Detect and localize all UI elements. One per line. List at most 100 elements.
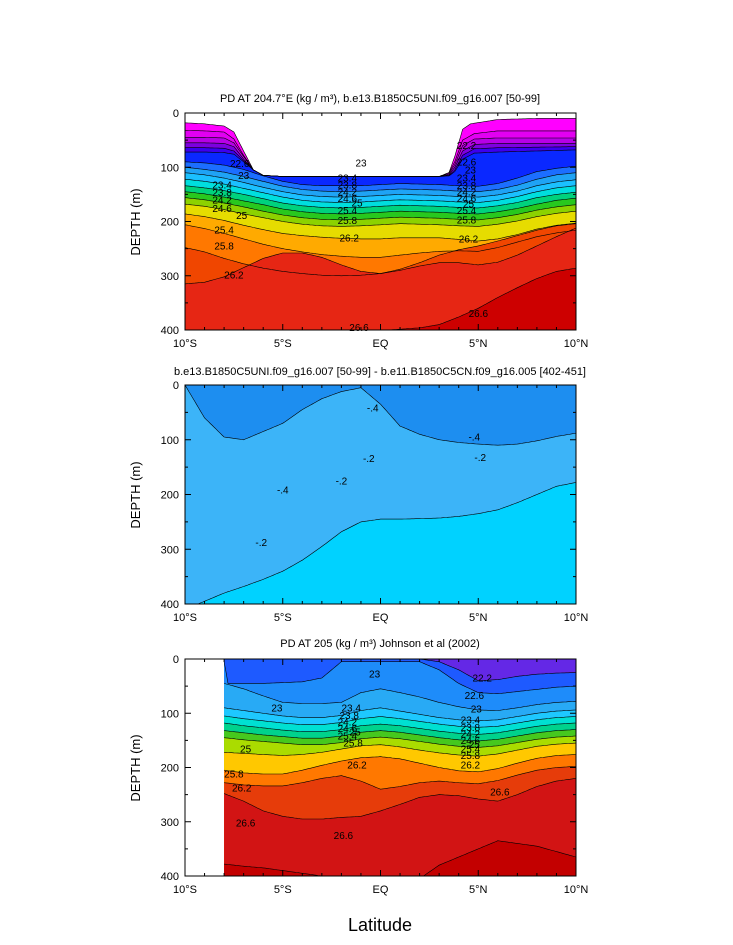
x-axis-label: Latitude — [348, 915, 412, 935]
contour-label: 26.2 — [459, 234, 479, 245]
contour-label: 23 — [238, 171, 250, 182]
panel-title: PD AT 204.7°E (kg / m³), b.e13.B1850C5UN… — [220, 93, 540, 105]
y-tick-label: 0 — [173, 380, 179, 392]
contour-label: 23 — [271, 703, 283, 714]
y-tick-label: 400 — [161, 871, 179, 883]
contour-label: 25 — [469, 740, 481, 751]
contour-label: 25.8 — [214, 241, 234, 252]
contour-label: 23 — [465, 166, 477, 177]
density-band-13 — [224, 840, 576, 876]
y-tick-label: 300 — [161, 817, 179, 829]
x-tick-label: 5°N — [469, 884, 488, 896]
contour-line-10 — [184, 185, 577, 209]
contour-label: -.2 — [474, 453, 486, 464]
contour-line-9 — [184, 178, 577, 203]
contour-line-9 — [224, 742, 577, 757]
x-tick-label: 10°S — [173, 612, 197, 624]
contour-label: 24.2 — [457, 188, 477, 199]
contour-line-5 — [224, 715, 577, 728]
contour-label: 22.2 — [457, 141, 477, 152]
y-tick-label: 200 — [161, 763, 179, 775]
contour-label: 23.4 — [338, 174, 358, 185]
y-tick-label: 200 — [161, 490, 179, 502]
contour-label: 26.2 — [232, 784, 252, 795]
difference-bands — [185, 385, 576, 604]
contour-label: 25.8 — [343, 739, 363, 750]
contour-label: 26.2 — [224, 271, 244, 282]
axis-ticks: 10°S 5°S EQ 5°N 10°N 0 100 200 300 400 — [161, 380, 589, 624]
y-tick-label: 0 — [173, 108, 179, 120]
contour-line-3 — [224, 683, 577, 711]
contour-label: 25 — [240, 745, 252, 756]
contour-label: 26.6 — [490, 787, 510, 798]
contour-label: 23.8 — [212, 188, 232, 199]
contour-label: 23 — [471, 704, 483, 715]
contour-label: 23.4 — [457, 174, 477, 185]
contour-line-13 — [184, 203, 577, 227]
contour-label: -.2 — [363, 454, 375, 465]
contour-label: 23.8 — [339, 711, 359, 722]
axis-ticks: 10°S 5°S EQ 5°N 10°N 0 100 200 300 400 — [161, 654, 589, 896]
contour-line-7 — [184, 167, 577, 193]
contour-label: 26.2 — [339, 233, 359, 244]
contour-label: 26.2 — [461, 760, 481, 771]
contour-line-4 — [224, 707, 577, 722]
contour-label: -.2 — [255, 538, 267, 549]
contour-label: 24.6 — [461, 736, 481, 747]
contour-line-1 — [184, 384, 577, 446]
contour-label: 25.8 — [338, 216, 358, 227]
y-tick-label: 100 — [161, 708, 179, 720]
x-tick-label: 10°N — [564, 884, 589, 896]
contour-label: 25.8 — [224, 770, 244, 781]
contour-label: 25.8 — [457, 215, 477, 226]
contour-label: 25 — [463, 200, 475, 211]
y-tick-label: 100 — [161, 162, 179, 174]
x-tick-label: EQ — [373, 612, 389, 624]
contour-label: 25 — [350, 728, 362, 739]
contour-label: 22.6 — [457, 157, 477, 168]
density-bands — [224, 659, 576, 876]
axis-ticks: 10°S 5°S EQ 5°N 10°N 0 100 200 300 400 — [161, 108, 589, 350]
contour-label: 25.4 — [461, 745, 481, 756]
contour-label: -.4 — [277, 486, 289, 497]
x-tick-label: EQ — [373, 338, 389, 350]
contour-label: 24.2 — [212, 195, 232, 206]
contour-line-12 — [184, 197, 577, 221]
x-tick-label: 5°S — [274, 338, 292, 350]
contour-label: 26.6 — [334, 831, 354, 842]
contour-label: 26.6 — [349, 323, 369, 334]
contour-label: 26.6 — [469, 309, 489, 320]
panel-title: PD AT 205 (kg / m³) Johnson et al (2002) — [280, 638, 480, 650]
y-tick-label: 100 — [161, 435, 179, 447]
contour-line-5 — [185, 149, 576, 177]
contour-label: 23 — [369, 670, 381, 681]
x-tick-label: 5°N — [469, 612, 488, 624]
contour-label: 26.6 — [236, 818, 256, 829]
contour-label: 25 — [351, 199, 363, 210]
y-axis-label: DEPTH (m) — [128, 188, 143, 255]
density-bands — [185, 118, 576, 331]
contour-label: 25.4 — [457, 206, 477, 217]
contour-label: 25 — [236, 211, 248, 222]
x-tick-label: EQ — [373, 884, 389, 896]
contour-label: 24.2 — [461, 729, 481, 740]
panel-model-density: PD AT 204.7°E (kg / m³), b.e13.B1850C5UN… — [128, 93, 588, 350]
contour-label: 25.8 — [461, 751, 481, 762]
contour-labels: -.4 -.2 -.2 -.2 -.4 -.4 -.2 — [255, 404, 486, 550]
contour-line-11 — [224, 766, 577, 790]
contour-line-11 — [184, 191, 577, 215]
x-tick-label: 10°N — [564, 612, 589, 624]
y-tick-label: 200 — [161, 217, 179, 229]
contour-line-6 — [184, 161, 577, 187]
contour-label: 23.8 — [461, 723, 481, 734]
y-tick-label: 300 — [161, 271, 179, 283]
contour-line-8 — [184, 172, 577, 198]
contour-line-10 — [224, 754, 577, 775]
contour-line-15 — [184, 224, 577, 258]
y-tick-label: 300 — [161, 544, 179, 556]
contour-label: -.2 — [336, 476, 348, 487]
contour-label: 24.2 — [338, 717, 358, 728]
contour-label: 25.4 — [338, 206, 358, 217]
density-band-2 — [185, 482, 576, 604]
